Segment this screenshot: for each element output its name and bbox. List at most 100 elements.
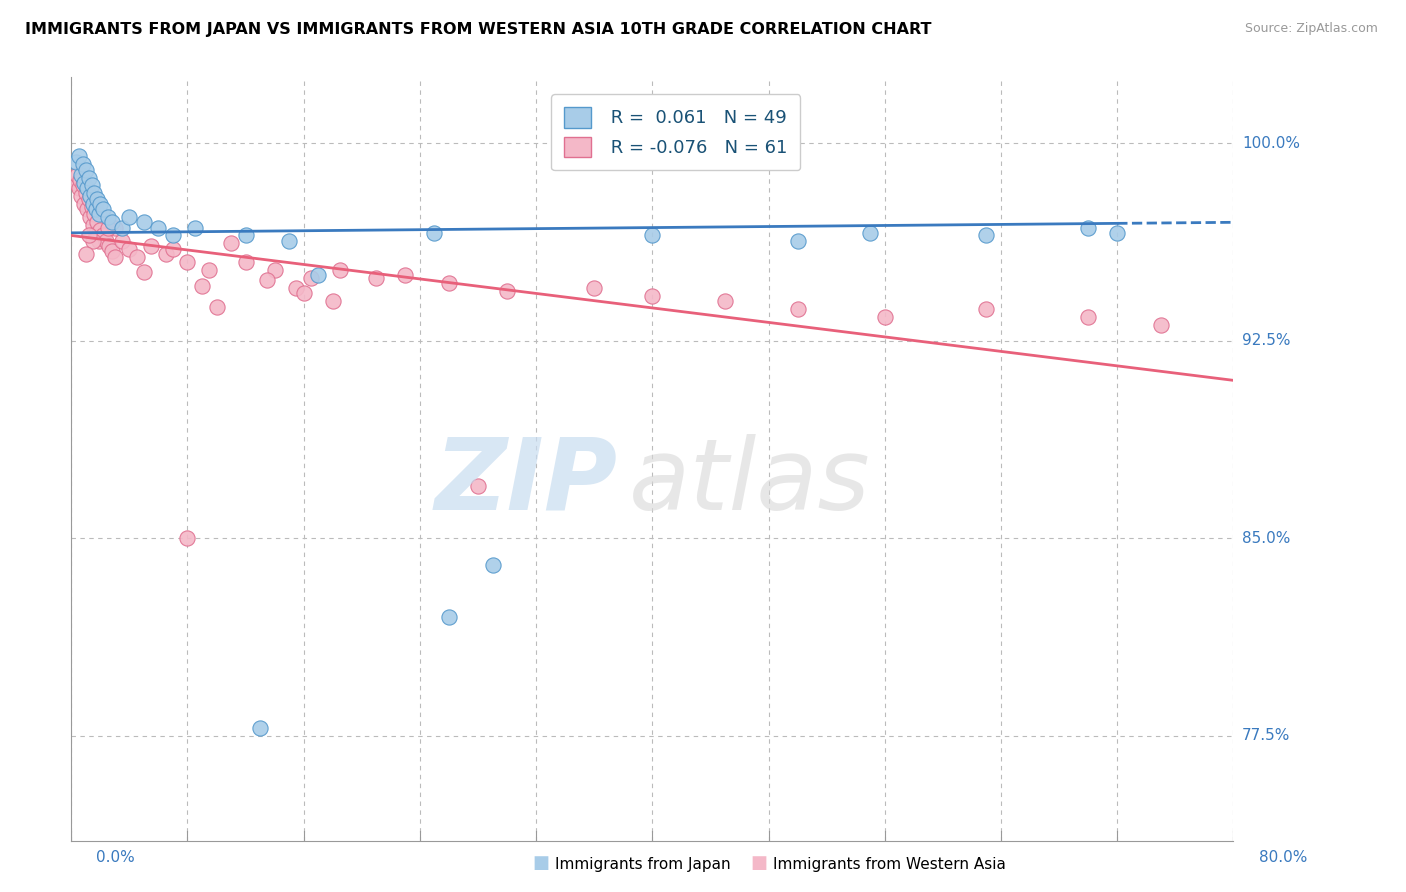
Point bbox=[98, 239, 121, 253]
Point bbox=[77, 170, 100, 185]
Point bbox=[205, 300, 228, 314]
Point bbox=[75, 162, 97, 177]
Point bbox=[80, 178, 103, 193]
Point bbox=[641, 228, 664, 243]
Point bbox=[198, 262, 221, 277]
Text: Source: ZipAtlas.com: Source: ZipAtlas.com bbox=[1244, 22, 1378, 36]
Point bbox=[77, 228, 100, 243]
Point bbox=[84, 226, 107, 240]
Point bbox=[1077, 220, 1099, 235]
Point bbox=[235, 228, 257, 243]
Point bbox=[67, 181, 90, 195]
Point bbox=[79, 189, 101, 203]
Point bbox=[87, 234, 110, 248]
Text: 80.0%: 80.0% bbox=[1260, 850, 1308, 865]
Point bbox=[496, 284, 519, 298]
Point bbox=[111, 234, 134, 248]
Point bbox=[132, 265, 155, 279]
Text: 85.0%: 85.0% bbox=[1241, 531, 1291, 546]
Point bbox=[70, 189, 93, 203]
Point bbox=[437, 276, 460, 290]
Point bbox=[67, 149, 90, 163]
Point bbox=[437, 610, 460, 624]
Point bbox=[86, 192, 108, 206]
Point bbox=[583, 281, 606, 295]
Point bbox=[70, 168, 93, 182]
Point bbox=[118, 210, 141, 224]
Point bbox=[714, 294, 737, 309]
Point bbox=[155, 247, 177, 261]
Point bbox=[1150, 318, 1173, 332]
Point bbox=[873, 310, 896, 325]
Point bbox=[263, 262, 285, 277]
Point bbox=[69, 173, 91, 187]
Point bbox=[118, 242, 141, 256]
Point bbox=[786, 302, 808, 317]
Point bbox=[467, 479, 489, 493]
Point bbox=[249, 721, 271, 735]
Point bbox=[73, 176, 96, 190]
Point bbox=[329, 262, 352, 277]
Text: ■: ■ bbox=[751, 855, 768, 872]
Point bbox=[75, 247, 97, 261]
Point bbox=[148, 220, 170, 235]
Point bbox=[322, 294, 344, 309]
Point bbox=[786, 234, 808, 248]
Point bbox=[77, 192, 100, 206]
Point bbox=[366, 270, 388, 285]
Point bbox=[307, 268, 329, 282]
Point bbox=[76, 202, 98, 216]
Point bbox=[104, 250, 127, 264]
Point bbox=[89, 197, 111, 211]
Point bbox=[79, 210, 101, 224]
Point bbox=[87, 207, 110, 221]
Point bbox=[65, 176, 87, 190]
Point bbox=[66, 168, 89, 182]
Point bbox=[80, 200, 103, 214]
Text: 92.5%: 92.5% bbox=[1241, 334, 1291, 349]
Point bbox=[96, 220, 118, 235]
Point bbox=[96, 210, 118, 224]
Point bbox=[176, 532, 198, 546]
Point bbox=[191, 278, 214, 293]
Text: IMMIGRANTS FROM JAPAN VS IMMIGRANTS FROM WESTERN ASIA 10TH GRADE CORRELATION CHA: IMMIGRANTS FROM JAPAN VS IMMIGRANTS FROM… bbox=[25, 22, 932, 37]
Point bbox=[82, 197, 104, 211]
Point bbox=[285, 281, 308, 295]
Point bbox=[278, 234, 301, 248]
Point bbox=[641, 289, 664, 303]
Point bbox=[125, 250, 148, 264]
Point bbox=[976, 302, 998, 317]
Point bbox=[111, 220, 134, 235]
Point bbox=[72, 157, 94, 171]
Point bbox=[1077, 310, 1099, 325]
Point bbox=[256, 273, 278, 287]
Point bbox=[292, 286, 315, 301]
Text: 77.5%: 77.5% bbox=[1241, 729, 1291, 743]
Point bbox=[423, 226, 446, 240]
Text: 0.0%: 0.0% bbox=[96, 850, 135, 865]
Point bbox=[101, 244, 124, 259]
Point bbox=[83, 207, 105, 221]
Point bbox=[65, 154, 87, 169]
Text: ■: ■ bbox=[533, 855, 550, 872]
Point bbox=[82, 234, 104, 248]
Point bbox=[976, 228, 998, 243]
Point bbox=[83, 186, 105, 201]
Text: ZIP: ZIP bbox=[434, 434, 617, 531]
Text: Immigrants from Western Asia: Immigrants from Western Asia bbox=[773, 857, 1007, 872]
Point bbox=[176, 255, 198, 269]
Point bbox=[72, 178, 94, 193]
Point bbox=[132, 215, 155, 229]
Point bbox=[101, 215, 124, 229]
Point bbox=[91, 202, 114, 216]
Point bbox=[162, 242, 184, 256]
Point bbox=[394, 268, 416, 282]
Point bbox=[86, 215, 108, 229]
Point bbox=[76, 181, 98, 195]
Point bbox=[139, 239, 162, 253]
Point bbox=[219, 236, 242, 251]
Point bbox=[299, 270, 322, 285]
Point bbox=[84, 202, 107, 216]
Point bbox=[91, 228, 114, 243]
Point bbox=[104, 220, 127, 235]
